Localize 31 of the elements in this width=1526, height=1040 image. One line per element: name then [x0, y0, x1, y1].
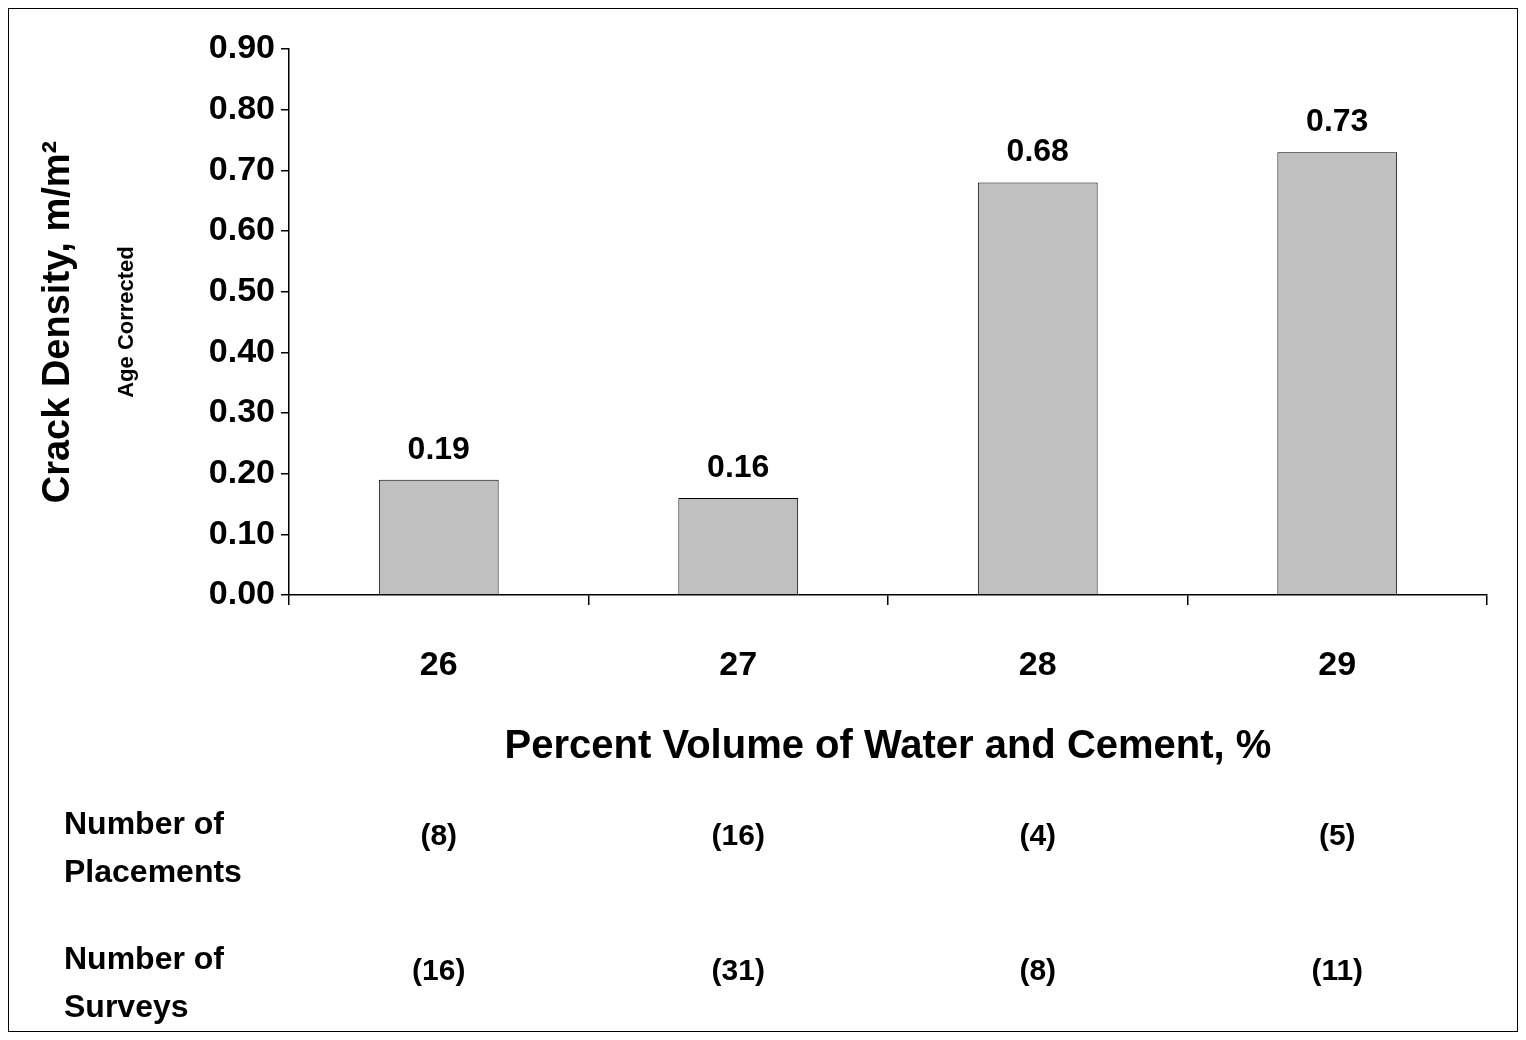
- y-tick-label: 0.80: [208, 88, 275, 127]
- x-tick-label: 27: [719, 643, 758, 682]
- text: (16): [711, 818, 765, 852]
- y-tick-label: 0.00: [208, 573, 275, 612]
- text: (16): [412, 953, 466, 987]
- data-label: 0.16: [707, 447, 770, 484]
- y-tick-label: 0.10: [208, 512, 275, 551]
- y-tick-label: 0.70: [208, 148, 275, 187]
- y-tick-label: 0.50: [208, 270, 275, 309]
- text: (8): [1019, 953, 1057, 987]
- text: (5): [1318, 818, 1356, 852]
- text: Number of Surveys: [64, 939, 225, 1024]
- text: (8): [420, 818, 458, 852]
- y-tick-label: 0.90: [208, 27, 275, 66]
- x-tick-label: 28: [1018, 643, 1057, 682]
- y-tick-label: 0.30: [208, 391, 275, 430]
- y-tick-label: 0.40: [208, 330, 275, 369]
- text: Number of Placements: [64, 804, 242, 889]
- x-axis-title: Percent Volume of Water and Cement, %: [504, 722, 1272, 767]
- y-tick-label: 0.60: [208, 209, 275, 248]
- y-axis-title: Crack Density, m/m²: [35, 140, 78, 504]
- x-tick-label: 29: [1318, 643, 1357, 682]
- y-tick-label: 0.20: [208, 452, 275, 491]
- text: (31): [711, 953, 765, 987]
- data-label: 0.68: [1006, 132, 1069, 169]
- data-label: 0.19: [407, 429, 470, 466]
- data-label: 0.73: [1306, 101, 1369, 138]
- text: Age Corrected: [113, 246, 139, 398]
- text: (11): [1311, 953, 1364, 987]
- text: (4): [1019, 818, 1057, 852]
- x-tick-label: 26: [419, 643, 458, 682]
